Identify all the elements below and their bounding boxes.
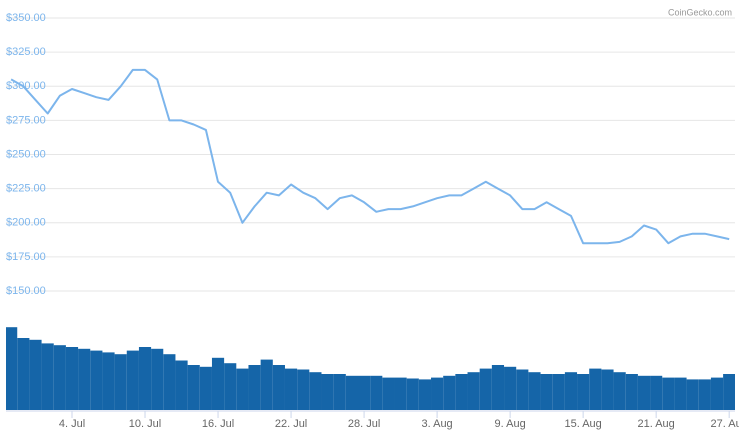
volume-bar	[90, 350, 103, 410]
volume-bar	[357, 375, 371, 410]
volume-bar	[6, 327, 18, 410]
y-tick-label: $175.00	[6, 251, 46, 263]
volume-bar	[625, 374, 638, 410]
x-tick-label: 22. Jul	[275, 418, 307, 430]
volume-bar	[151, 348, 164, 410]
x-tick-label: 21. Aug	[637, 418, 674, 430]
volume-bar	[418, 379, 432, 410]
volume-bar	[138, 347, 152, 410]
volume-bar	[406, 378, 419, 410]
volume-bar	[272, 365, 285, 410]
x-tick-label: 3. Aug	[421, 418, 452, 430]
volume-bar	[297, 369, 310, 410]
volume-bar	[589, 368, 602, 410]
volume-bar	[236, 368, 249, 410]
volume-bar	[370, 375, 383, 410]
volume-bar	[78, 348, 91, 410]
volume-bar	[686, 379, 699, 410]
volume-bar	[126, 350, 139, 410]
x-tick-label: 16. Jul	[202, 418, 234, 430]
volume-bar	[710, 377, 724, 410]
y-tick-label: $150.00	[6, 285, 46, 297]
y-tick-label: $275.00	[6, 114, 46, 126]
volume-bar	[443, 375, 456, 410]
volume-bar	[674, 377, 687, 410]
volume-bar	[431, 377, 444, 410]
volume-bar	[552, 374, 565, 410]
volume-bar	[698, 379, 711, 410]
y-tick-label: $250.00	[6, 148, 46, 160]
volume-bar	[613, 372, 626, 410]
volume-bar	[333, 374, 346, 410]
volume-bar	[187, 365, 200, 410]
y-tick-label: $225.00	[6, 183, 46, 195]
volume-bar	[321, 374, 334, 410]
volume-bar	[41, 343, 54, 410]
price-line	[10, 68, 730, 245]
volume-bar	[637, 375, 651, 410]
volume-bar	[577, 374, 590, 410]
volume-bar	[175, 360, 188, 410]
volume-bar	[65, 347, 79, 410]
x-tick-label: 9. Aug	[495, 418, 526, 430]
volume-bar	[53, 345, 66, 410]
volume-bar	[662, 377, 675, 410]
volume-bar	[479, 368, 492, 410]
volume-bar	[17, 338, 30, 410]
volume-bar	[723, 374, 735, 410]
volume-bar	[309, 372, 322, 410]
volume-bar	[382, 377, 395, 410]
volume-bar	[540, 374, 553, 410]
x-tick-label: 27. Aug	[711, 418, 739, 430]
volume-bar	[516, 369, 529, 410]
volume-bar	[467, 372, 480, 410]
x-tick-label: 15. Aug	[564, 418, 601, 430]
y-tick-label: $200.00	[6, 217, 46, 229]
x-tick-label: 10. Jul	[129, 418, 161, 430]
volume-bar	[650, 375, 663, 410]
x-tick-label: 28. Jul	[348, 418, 380, 430]
x-tick-label: 4. Jul	[59, 418, 85, 430]
volume-bar	[102, 352, 115, 410]
volume-bar	[491, 365, 505, 410]
volume-bar	[455, 374, 468, 410]
volume-bar	[394, 377, 407, 410]
volume-bar	[29, 339, 42, 410]
volume-bar	[528, 372, 541, 410]
volume-bar	[504, 366, 517, 410]
y-tick-label: $350.00	[6, 12, 46, 24]
volume-bar	[284, 368, 298, 410]
volume-bar	[260, 359, 273, 410]
volume-bar	[601, 369, 614, 410]
volume-bar	[564, 372, 578, 410]
volume-bar	[224, 363, 237, 410]
volume-bar	[345, 375, 358, 410]
volume-bar	[114, 354, 127, 410]
y-tick-label: $325.00	[6, 46, 46, 58]
volume-bar	[211, 357, 225, 410]
volume-bar	[199, 366, 212, 410]
brand: CoinGecko.com	[668, 7, 732, 17]
volume-bar	[163, 354, 176, 410]
volume-bar	[248, 365, 261, 410]
